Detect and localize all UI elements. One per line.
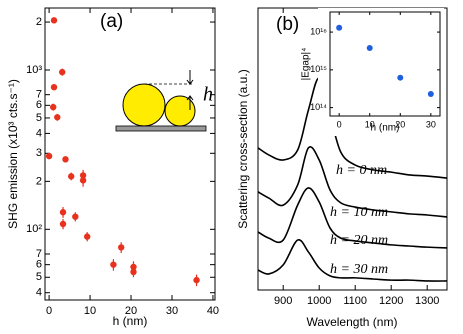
substrate xyxy=(115,125,207,132)
x-axis-label: h (nm) xyxy=(113,314,148,328)
y-tick-label: 2 xyxy=(36,175,42,187)
point xyxy=(54,114,61,121)
x-tick-label: 20 xyxy=(125,305,137,317)
y-axis-label: |Egap|⁴ xyxy=(301,48,312,81)
point xyxy=(336,24,343,31)
point xyxy=(83,233,91,240)
y-tick-label: 2 xyxy=(36,16,42,28)
x-tick-label: 30 xyxy=(426,119,436,129)
point xyxy=(79,177,87,184)
particle-small xyxy=(164,95,196,127)
x-tick-label: 20 xyxy=(395,119,405,129)
schematic xyxy=(115,70,207,132)
y-tick-label: 4 xyxy=(36,127,42,139)
y-tick-label: 6 xyxy=(36,259,42,271)
point xyxy=(117,244,125,251)
series-label: h = 0 nm xyxy=(336,163,387,178)
y-tick-label: 6 xyxy=(36,99,42,111)
point xyxy=(366,44,373,51)
point xyxy=(50,83,58,91)
point xyxy=(193,276,200,284)
y-tick-label: 10¹⁶ xyxy=(310,26,327,36)
x-tick-label: 1200 xyxy=(379,295,403,307)
panel: 0 10 20 30 10¹⁴ 10¹⁵ 10¹⁶ h (nm) |Egap|⁴ xyxy=(301,8,444,136)
y-tick-label: 5 xyxy=(36,112,42,124)
point xyxy=(59,68,66,76)
x-tick-label: 30 xyxy=(166,305,178,317)
series-label: h = 10 nm xyxy=(330,205,388,220)
y-tick-label: 3 xyxy=(36,147,42,159)
point xyxy=(130,263,137,271)
plot-frame xyxy=(329,11,441,117)
spectrum-line xyxy=(257,187,448,249)
point xyxy=(110,261,117,268)
point xyxy=(62,156,69,163)
y-tick-label: 7 xyxy=(36,89,42,101)
x-tick-label: 10 xyxy=(365,119,375,129)
annotation: h xyxy=(203,84,213,106)
point xyxy=(130,268,137,276)
plot-frame xyxy=(44,7,216,301)
point xyxy=(397,74,404,81)
y-axis-label: SHG emission (x10³ cts.s⁻¹) xyxy=(6,79,20,229)
x-tick-label: 1300 xyxy=(415,295,439,307)
y-tick-label: 4 xyxy=(36,287,42,299)
arrow-head xyxy=(186,95,194,101)
y-axis-label: Scattering cross-section (a.u.) xyxy=(236,69,250,228)
y-tick-label: 10³ xyxy=(26,64,42,76)
series-label: h = 20 nm xyxy=(330,233,388,248)
x-tick-label: 0 xyxy=(46,305,52,317)
point xyxy=(45,152,53,160)
particle-large xyxy=(122,83,166,127)
point xyxy=(59,209,67,216)
point xyxy=(49,103,57,111)
y-tick-label: 10¹⁵ xyxy=(310,64,327,74)
point xyxy=(72,213,79,220)
y-tick-label: 5 xyxy=(36,271,42,283)
point xyxy=(427,90,434,97)
x-tick-label: 40 xyxy=(207,305,219,317)
spectrum-line xyxy=(257,238,448,282)
point xyxy=(68,173,75,180)
x-tick-label: 10 xyxy=(84,305,96,317)
x-axis-label: Wavelength (nm) xyxy=(307,315,398,329)
point xyxy=(50,17,58,24)
panel-label: (b) xyxy=(276,14,299,35)
y-tick-label: 7 xyxy=(36,248,42,260)
series-label: h = 30 nm xyxy=(330,262,388,277)
x-axis-label: h (nm) xyxy=(371,123,400,134)
arrow-head xyxy=(186,79,194,85)
panel-label: (a) xyxy=(100,11,123,32)
x-tick-label: 1100 xyxy=(343,295,367,307)
x-tick-label: 1000 xyxy=(307,295,331,307)
y-tick-label: 10² xyxy=(26,223,42,235)
x-tick-label: 0 xyxy=(337,119,342,129)
point xyxy=(59,220,67,228)
y-tick-label: 10¹⁴ xyxy=(310,102,327,112)
x-tick-label: 900 xyxy=(274,295,292,307)
spectrum-line xyxy=(257,146,448,218)
